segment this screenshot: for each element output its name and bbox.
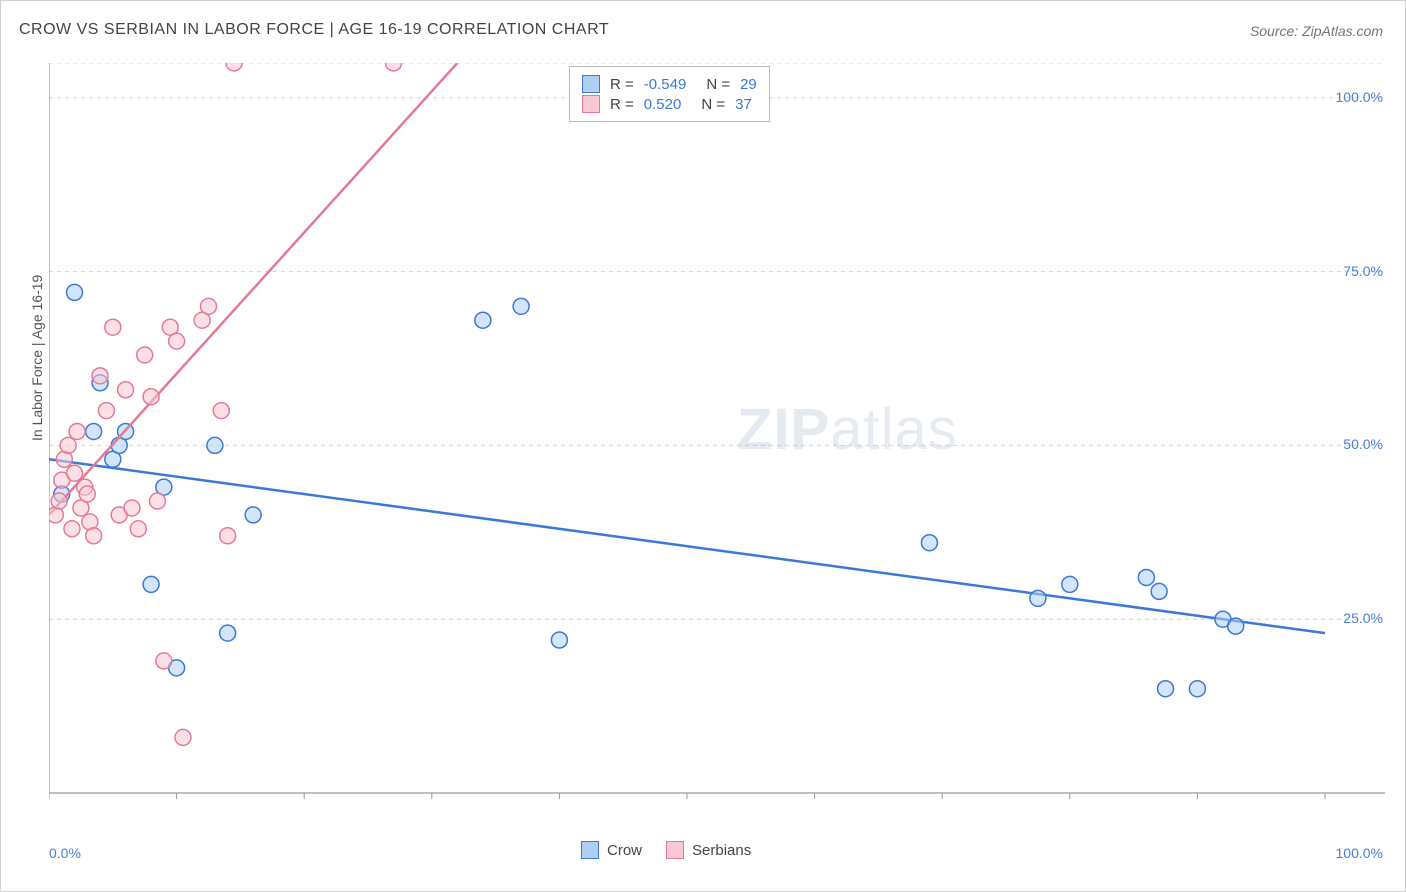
- source-attribution: Source: ZipAtlas.com: [1250, 23, 1383, 39]
- correlation-legend: R = -0.549 N = 29 R = 0.520 N = 37: [569, 66, 770, 122]
- chart-container: CROW VS SERBIAN IN LABOR FORCE | AGE 16-…: [0, 0, 1406, 892]
- y-tick-label: 75.0%: [1343, 263, 1383, 279]
- legend-item: Serbians: [666, 841, 751, 859]
- y-axis-label: In Labor Force | Age 16-19: [29, 275, 45, 441]
- series-legend: Crow Serbians: [581, 841, 751, 859]
- correlation-row: R = 0.520 N = 37: [582, 95, 757, 113]
- r-label: R =: [610, 76, 634, 93]
- legend-label: Serbians: [692, 842, 751, 859]
- x-tick-min: 0.0%: [49, 845, 81, 861]
- legend-swatch: [666, 841, 684, 859]
- n-value: 29: [740, 76, 757, 93]
- x-tick-max: 100.0%: [1336, 845, 1383, 861]
- legend-swatch: [582, 75, 600, 93]
- legend-swatch: [582, 95, 600, 113]
- n-label: N =: [706, 76, 730, 93]
- legend-item: Crow: [581, 841, 642, 859]
- scatter-plot: [49, 63, 1385, 823]
- chart-title: CROW VS SERBIAN IN LABOR FORCE | AGE 16-…: [19, 21, 609, 39]
- legend-swatch: [581, 841, 599, 859]
- r-value: 0.520: [644, 96, 682, 113]
- y-tick-label: 25.0%: [1343, 610, 1383, 626]
- r-label: R =: [610, 96, 634, 113]
- r-value: -0.549: [644, 76, 687, 93]
- y-tick-label: 50.0%: [1343, 436, 1383, 452]
- correlation-row: R = -0.549 N = 29: [582, 75, 757, 93]
- y-tick-label: 100.0%: [1336, 89, 1383, 105]
- legend-label: Crow: [607, 842, 642, 859]
- n-value: 37: [735, 96, 752, 113]
- n-label: N =: [701, 96, 725, 113]
